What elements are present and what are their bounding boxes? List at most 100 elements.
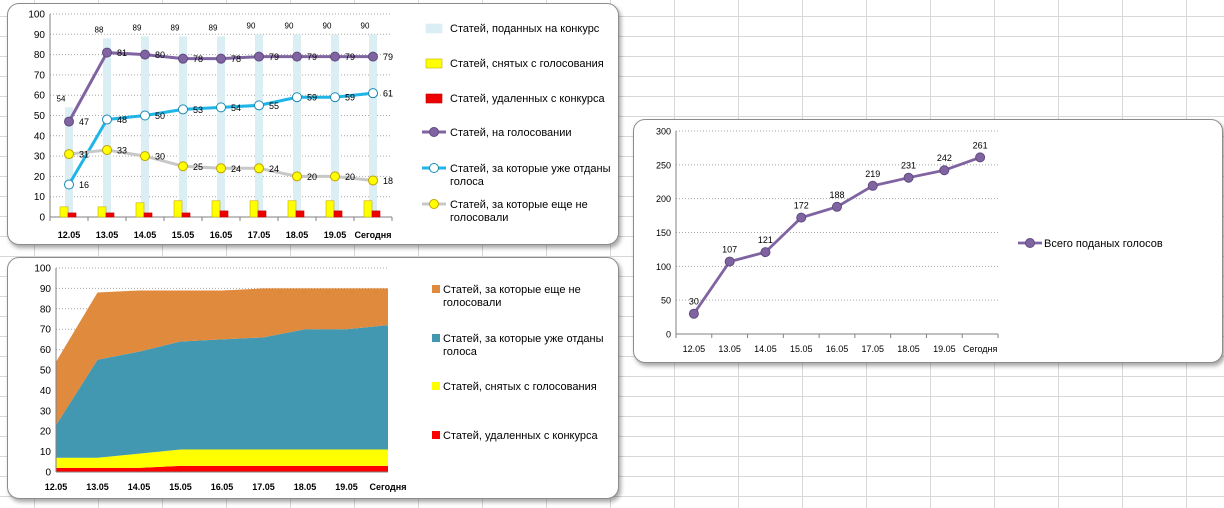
x-tick-label: 14.05 <box>134 230 157 240</box>
legend-label: Статей, снятых с голосования <box>443 381 597 393</box>
x-tick-label: 15.05 <box>790 344 813 354</box>
y-tick-label: 100 <box>28 10 45 21</box>
data-label: 78 <box>193 54 203 64</box>
y-tick-label: 150 <box>656 228 671 238</box>
legend-label: Статей, удаленных с конкурса <box>450 93 605 105</box>
bar-withdrawn <box>59 206 69 218</box>
data-label-submitted: 90 <box>247 21 256 30</box>
data-label: 79 <box>307 52 317 62</box>
bar-withdrawn <box>211 200 221 218</box>
y-tick-label: 0 <box>666 330 671 340</box>
x-tick-label: 12.05 <box>683 344 706 354</box>
bar-withdrawn <box>287 200 297 218</box>
data-label: 61 <box>383 89 393 99</box>
y-tick-label: 60 <box>40 345 52 356</box>
line-marker <box>939 165 950 176</box>
bar-removed <box>143 212 153 218</box>
bar-removed <box>181 212 191 218</box>
y-tick-label: 20 <box>40 427 52 438</box>
x-tick-label: 12.05 <box>45 482 68 492</box>
chart-articles-status-svg: 0 10 20 30 40 50 60 70 80 90 100 12.05 13.05 14.05 15.… <box>28 10 610 241</box>
x-tick-label: 13.05 <box>96 230 119 240</box>
x-tick-label: 13.05 <box>86 482 109 492</box>
data-label: 50 <box>155 111 165 121</box>
y-tick-label: 30 <box>40 406 52 417</box>
x-tick-label: 15.05 <box>169 482 192 492</box>
y-tick-label: 100 <box>34 264 51 275</box>
x-tick-label: 18.05 <box>897 344 920 354</box>
bar-submitted <box>293 34 301 217</box>
line-marker <box>140 49 150 60</box>
legend-label: Статей, поданных на конкурс <box>450 23 600 35</box>
data-label: 188 <box>829 190 844 200</box>
data-label-submitted: 90 <box>285 21 294 30</box>
data-label-submitted: 54 <box>57 94 66 103</box>
area-series <box>56 325 388 458</box>
y-tick-label: 10 <box>34 192 46 203</box>
data-label-submitted: 90 <box>323 21 332 30</box>
y-tick-label: 40 <box>40 386 52 397</box>
data-label: 18 <box>383 176 393 186</box>
y-tick-label: 100 <box>656 262 671 272</box>
y-tick-label: 90 <box>34 30 46 41</box>
x-tick-label: 12.05 <box>58 230 81 240</box>
line-marker <box>975 152 986 163</box>
legend-label: голосовали <box>443 297 501 309</box>
series-line-total-votes <box>692 156 981 315</box>
x-tick-label: 14.05 <box>754 344 777 354</box>
data-label-submitted: 89 <box>133 23 142 32</box>
line-marker <box>330 171 340 182</box>
line-marker <box>724 256 735 267</box>
chart-articles-area-svg: 0 10 20 30 40 50 60 70 80 90 100 12.05 13.05 14.05 15.… <box>34 264 603 493</box>
data-label: 31 <box>79 150 89 160</box>
y-tick-label: 0 <box>39 213 45 224</box>
x-tick-label: 19.05 <box>933 344 956 354</box>
line-marker <box>178 161 188 172</box>
y-tick-label: 80 <box>34 50 46 61</box>
chart-articles-status: 0 10 20 30 40 50 60 70 80 90 100 12.05 13.05 14.05 15.… <box>7 3 619 245</box>
y-tick-label: 250 <box>656 160 671 170</box>
line-marker <box>867 180 878 191</box>
bar-withdrawn <box>135 202 145 218</box>
bar-removed <box>295 210 305 218</box>
y-tick-label: 80 <box>40 304 52 315</box>
data-label: 24 <box>269 164 279 174</box>
data-label: 59 <box>345 93 355 103</box>
data-label: 20 <box>345 172 355 182</box>
x-tick-label: 17.05 <box>248 230 271 240</box>
bar-submitted <box>179 36 187 217</box>
data-label: 81 <box>117 48 127 58</box>
bar-submitted <box>217 36 225 217</box>
legend-swatch <box>425 93 443 104</box>
legend-label: голоса <box>443 346 478 358</box>
bar-withdrawn <box>173 200 183 218</box>
legend-label: Всего поданых голосов <box>1044 238 1163 250</box>
y-tick-label: 50 <box>661 296 671 306</box>
data-label-submitted: 90 <box>361 21 370 30</box>
legend-swatch <box>432 285 440 293</box>
data-label: 80 <box>155 50 165 60</box>
bar-withdrawn <box>249 200 259 218</box>
line-marker <box>368 51 378 62</box>
data-label: 242 <box>937 153 952 163</box>
x-tick-label: Сегодня <box>355 230 392 240</box>
x-tick-label: 16.05 <box>826 344 849 354</box>
data-label: 33 <box>117 146 127 156</box>
line-marker <box>292 92 302 103</box>
line-marker <box>216 163 226 174</box>
y-tick-label: 20 <box>34 172 46 183</box>
data-label: 24 <box>231 164 241 174</box>
line-marker <box>292 51 302 62</box>
line-marker <box>688 308 699 319</box>
bar-removed <box>257 210 267 218</box>
line-marker <box>903 172 914 183</box>
y-tick-label: 200 <box>656 194 671 204</box>
x-tick-label: 16.05 <box>211 482 234 492</box>
x-tick-label: Сегодня <box>963 344 998 354</box>
line-marker <box>254 100 264 111</box>
line-marker <box>832 201 842 212</box>
legend-marker <box>429 127 439 137</box>
x-tick-label: 17.05 <box>862 344 885 354</box>
line-marker <box>178 53 188 64</box>
legend-swatch <box>432 431 440 439</box>
